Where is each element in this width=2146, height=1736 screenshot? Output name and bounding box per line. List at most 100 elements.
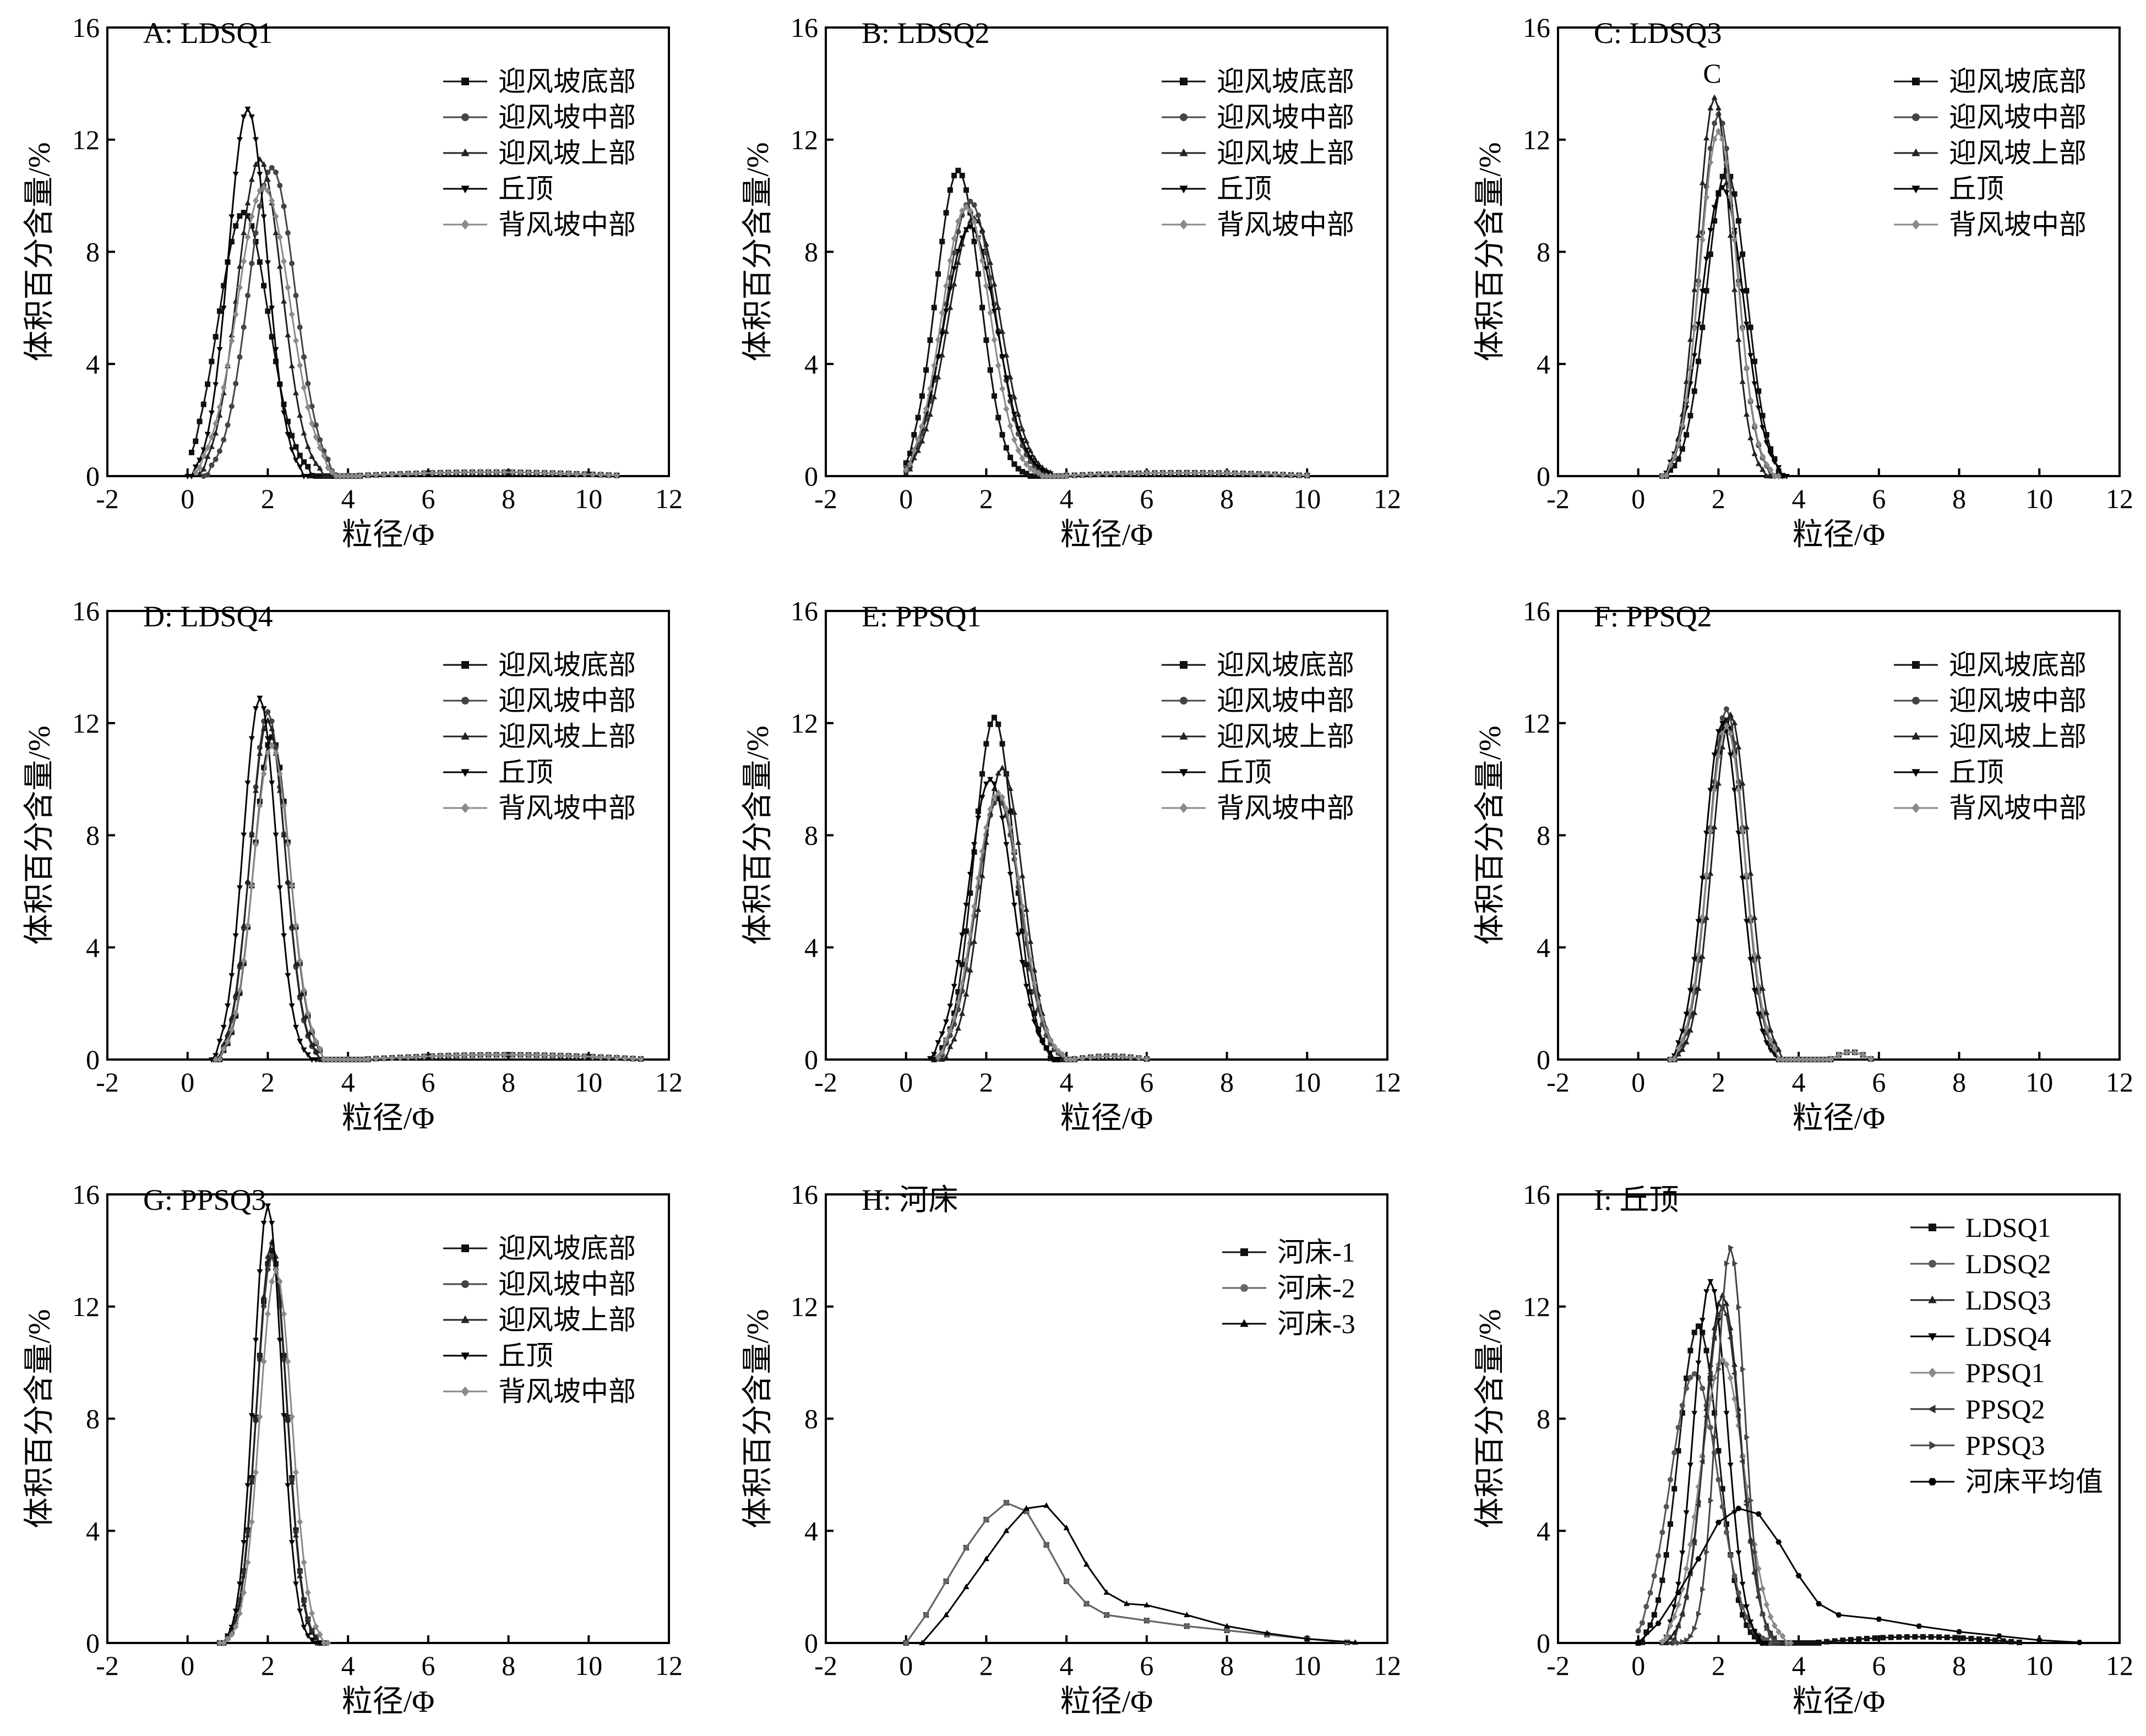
- data-point: [919, 438, 925, 444]
- data-point: [606, 1053, 612, 1061]
- data-point: [233, 223, 239, 229]
- data-point: [1755, 1012, 1762, 1018]
- data-point: [963, 1584, 969, 1590]
- data-point: [1703, 288, 1709, 294]
- data-point: [1771, 1039, 1778, 1045]
- data-point: [253, 161, 259, 167]
- data-point: [313, 473, 319, 479]
- data-point: [1671, 1055, 1677, 1063]
- data-point: [1896, 1634, 1902, 1640]
- data-point: [1679, 1036, 1686, 1044]
- legend-label: 迎风坡中部: [498, 1269, 636, 1300]
- x-tick-label: 6: [421, 483, 435, 514]
- data-point: [1667, 1056, 1674, 1063]
- data-point: [1695, 321, 1702, 327]
- data-point: [991, 781, 998, 787]
- data-point: [983, 839, 989, 845]
- data-point: [959, 979, 966, 987]
- data-point: [1112, 1052, 1118, 1060]
- data-point: [1743, 364, 1750, 372]
- data-point: [257, 750, 263, 756]
- data-point: [357, 1056, 363, 1063]
- data-point: [1960, 1635, 1966, 1641]
- data-point: [285, 1416, 291, 1422]
- data-point: [1015, 466, 1021, 472]
- data-point: [217, 308, 222, 314]
- data-point: [1103, 1052, 1110, 1060]
- data-point: [1771, 460, 1778, 466]
- data-point: [1703, 1289, 1710, 1295]
- y-axis-title: 体积百分含量/%: [741, 1309, 775, 1528]
- data-point: [995, 331, 1001, 337]
- data-point: [477, 1051, 484, 1059]
- data-point: [269, 780, 275, 787]
- data-point: [220, 1024, 227, 1030]
- data-point: [1731, 752, 1738, 760]
- data-point: [1015, 411, 1022, 417]
- legend-label: LDSQ1: [1965, 1212, 2051, 1243]
- x-tick-label: 0: [181, 1650, 194, 1681]
- x-tick-label: 6: [1140, 1067, 1153, 1098]
- data-point: [309, 1629, 315, 1635]
- y-tick-label: 8: [1537, 1404, 1550, 1434]
- data-point: [903, 466, 909, 474]
- data-point: [237, 354, 243, 360]
- data-point: [244, 1559, 251, 1566]
- data-point: [348, 1056, 355, 1063]
- x-tick-label: 12: [655, 483, 683, 514]
- x-tick-label: 10: [1293, 1650, 1321, 1681]
- data-point: [1916, 1623, 1922, 1629]
- data-point: [1723, 1312, 1729, 1318]
- data-point: [228, 1026, 235, 1034]
- data-point: [253, 137, 259, 143]
- data-point: [200, 452, 207, 460]
- data-point: [1735, 256, 1742, 263]
- data-point: [590, 471, 596, 478]
- data-point: [208, 1057, 215, 1063]
- data-point: [1707, 159, 1714, 166]
- data-point: [260, 770, 267, 778]
- data-point: [1263, 470, 1270, 478]
- data-point: [493, 1051, 500, 1058]
- data-point: [1023, 962, 1030, 968]
- data-point: [955, 259, 961, 265]
- data-point: [963, 928, 969, 934]
- data-point: [241, 230, 247, 236]
- data-point: [249, 260, 255, 266]
- data-point: [1047, 1050, 1054, 1056]
- data-point: [1676, 1640, 1682, 1646]
- x-tick-label: 8: [1952, 1650, 1966, 1681]
- x-tick-label: 4: [341, 483, 355, 514]
- data-point: [1751, 1570, 1757, 1577]
- data-point: [915, 447, 922, 453]
- data-point: [1744, 288, 1750, 294]
- data-point: [1707, 1424, 1713, 1431]
- data-point: [1763, 440, 1770, 446]
- data-point: [1059, 1051, 1066, 1058]
- data-point: [1711, 786, 1718, 794]
- y-tick-label: 12: [791, 1291, 818, 1322]
- data-point: [293, 444, 299, 450]
- x-tick-label: 12: [2106, 483, 2133, 514]
- data-point: [1640, 1639, 1645, 1645]
- data-point: [995, 362, 1001, 369]
- data-point: [1715, 190, 1722, 196]
- data-point: [1695, 919, 1702, 925]
- data-point: [1768, 1640, 1774, 1646]
- data-point: [1860, 1051, 1866, 1058]
- data-point: [1671, 1613, 1677, 1620]
- data-point: [1732, 1260, 1738, 1267]
- x-tick-label: 8: [1952, 483, 1966, 514]
- data-point: [193, 438, 199, 444]
- data-point: [1671, 1450, 1677, 1456]
- data-point: [1680, 1639, 1686, 1645]
- data-point: [1003, 405, 1010, 413]
- data-point: [357, 472, 363, 479]
- data-point: [1783, 1056, 1790, 1063]
- legend-marker: [461, 1386, 470, 1397]
- data-point: [1775, 1055, 1782, 1063]
- data-point: [1019, 425, 1026, 432]
- data-point: [1691, 353, 1698, 359]
- data-point: [1019, 903, 1026, 910]
- data-point: [1739, 876, 1746, 882]
